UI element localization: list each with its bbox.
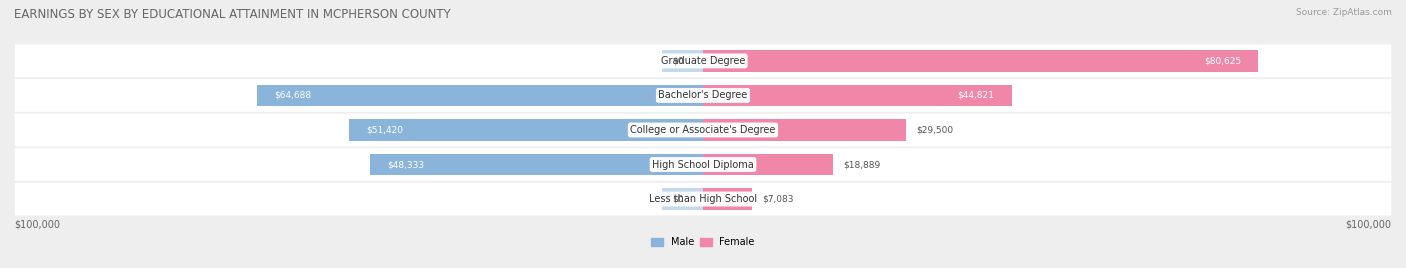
Text: $44,821: $44,821 [957, 91, 994, 100]
Text: Less than High School: Less than High School [650, 194, 756, 204]
Text: $29,500: $29,500 [917, 125, 953, 135]
Text: EARNINGS BY SEX BY EDUCATIONAL ATTAINMENT IN MCPHERSON COUNTY: EARNINGS BY SEX BY EDUCATIONAL ATTAINMEN… [14, 8, 451, 21]
Text: $51,420: $51,420 [366, 125, 404, 135]
FancyBboxPatch shape [14, 44, 1392, 77]
Text: $80,625: $80,625 [1204, 57, 1241, 65]
Text: Bachelor's Degree: Bachelor's Degree [658, 90, 748, 100]
Text: $48,333: $48,333 [387, 160, 425, 169]
Bar [703, 154, 834, 175]
Text: Graduate Degree: Graduate Degree [661, 56, 745, 66]
Text: High School Diploma: High School Diploma [652, 159, 754, 170]
Bar [662, 50, 703, 72]
Bar [349, 119, 703, 141]
Text: $7,083: $7,083 [762, 195, 793, 203]
Text: Source: ZipAtlas.com: Source: ZipAtlas.com [1296, 8, 1392, 17]
Bar [370, 154, 703, 175]
Text: $18,889: $18,889 [844, 160, 880, 169]
Text: $100,000: $100,000 [14, 219, 60, 229]
Text: $0: $0 [672, 195, 683, 203]
Text: College or Associate's Degree: College or Associate's Degree [630, 125, 776, 135]
Bar [703, 50, 1258, 72]
Text: $0: $0 [672, 57, 683, 65]
Bar [703, 188, 752, 210]
Text: $64,688: $64,688 [274, 91, 312, 100]
Bar [703, 85, 1012, 106]
Bar [703, 119, 907, 141]
FancyBboxPatch shape [14, 183, 1392, 215]
Legend: Male, Female: Male, Female [651, 237, 755, 247]
Bar [257, 85, 703, 106]
Bar [662, 188, 703, 210]
FancyBboxPatch shape [14, 79, 1392, 112]
FancyBboxPatch shape [14, 114, 1392, 146]
Text: $100,000: $100,000 [1346, 219, 1392, 229]
FancyBboxPatch shape [14, 148, 1392, 181]
